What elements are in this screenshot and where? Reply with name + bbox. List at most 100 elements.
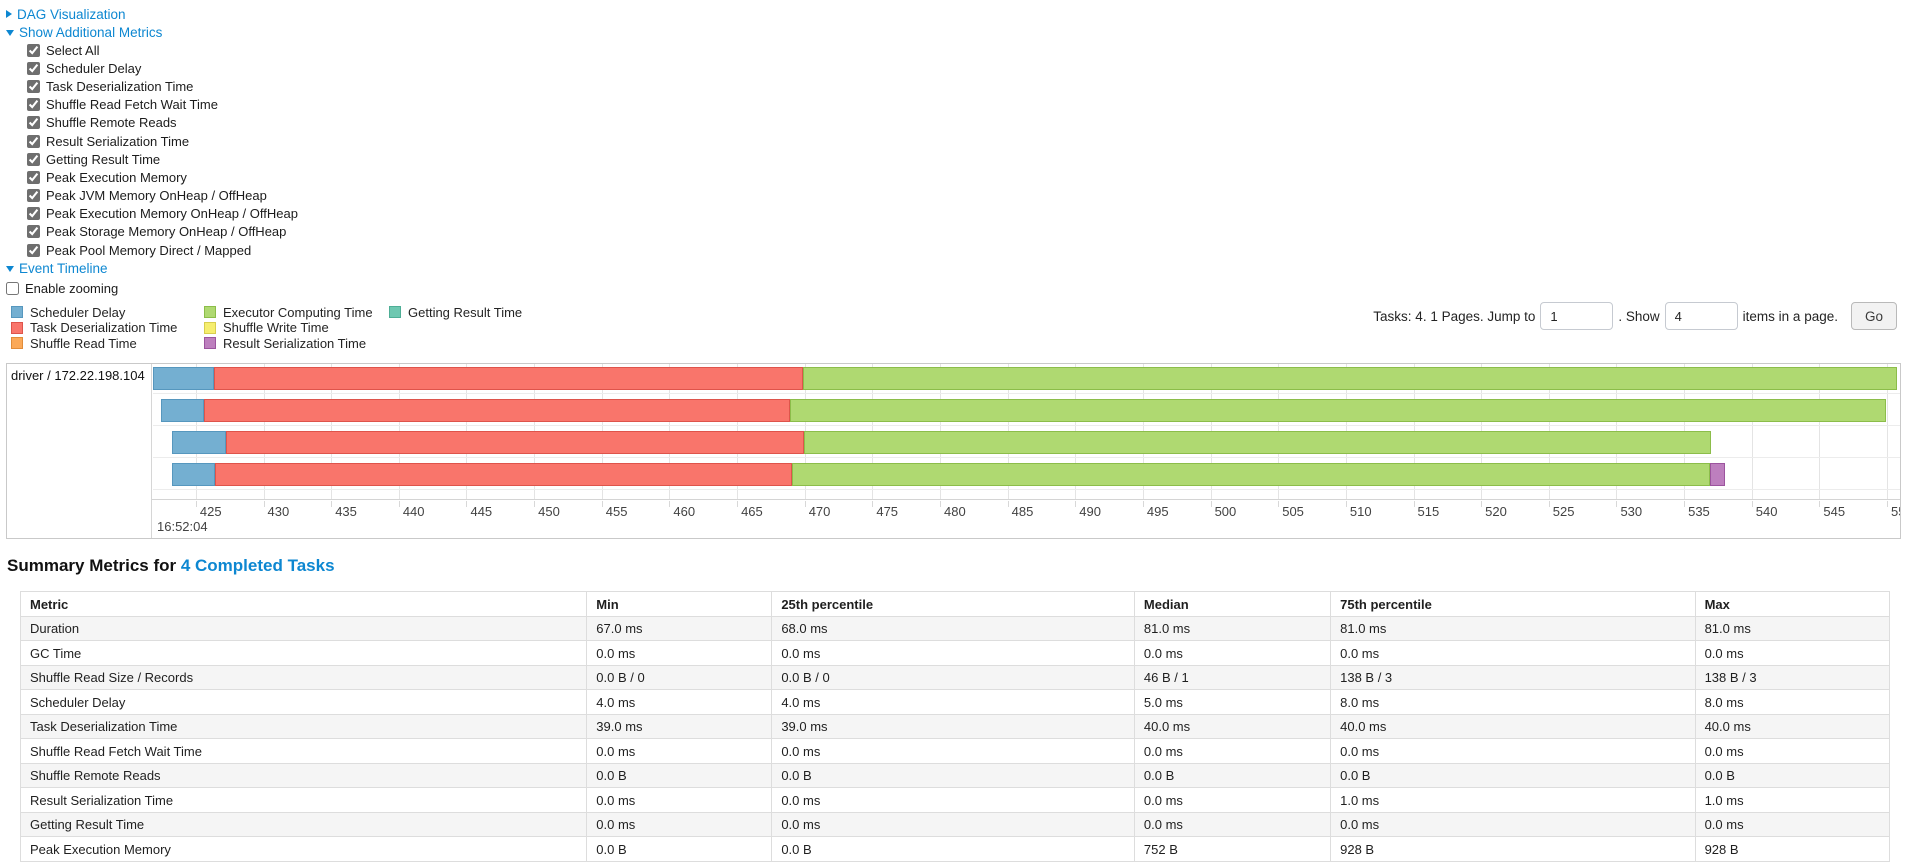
- metric-name-cell: Duration: [19, 615, 588, 642]
- metric-checkbox[interactable]: [27, 225, 40, 239]
- metric-value-cell: 8.0 ms: [1694, 689, 1891, 715]
- metric-checkbox-row[interactable]: Getting Result Time: [27, 150, 1901, 168]
- enable-zooming-checkbox[interactable]: [6, 281, 19, 295]
- task-bar-segment-executor_computing[interactable]: [803, 367, 1898, 391]
- task-bar-segment-scheduler_delay[interactable]: [172, 431, 226, 455]
- section-toggle-metrics[interactable]: Show Additional Metrics: [6, 23, 1901, 41]
- metric-checkbox-row[interactable]: Peak JVM Memory OnHeap / OffHeap: [27, 187, 1901, 205]
- timeline-tick: [331, 501, 333, 508]
- section-toggle-dag[interactable]: DAG Visualization: [6, 5, 1901, 23]
- metric-checkbox-label: Select All: [46, 42, 100, 58]
- legend-swatch-shuffle_write: [204, 321, 216, 334]
- task-bar-segment-executor_computing[interactable]: [791, 463, 1710, 487]
- section-toggle-event-timeline[interactable]: Event Timeline: [6, 259, 1901, 277]
- timeline-tick: [1819, 501, 1821, 508]
- metric-checkbox[interactable]: [27, 170, 40, 184]
- metric-checkbox-row[interactable]: Scheduler Delay: [27, 59, 1901, 77]
- metric-value-cell: 928 B: [1694, 836, 1891, 862]
- timeline-tick: [1007, 501, 1009, 508]
- task-bar-segment-executor_computing[interactable]: [790, 399, 1886, 423]
- go-button[interactable]: Go: [1850, 302, 1897, 331]
- metric-checkbox[interactable]: [27, 189, 40, 203]
- metric-checkbox-row[interactable]: Shuffle Read Fetch Wait Time: [27, 96, 1901, 114]
- metric-value-cell: 40.0 ms: [1694, 713, 1891, 740]
- metric-checkbox-label: Peak Storage Memory OnHeap / OffHeap: [46, 224, 287, 240]
- metric-value-cell: 81.0 ms: [1330, 615, 1696, 642]
- metric-checkbox[interactable]: [27, 152, 40, 166]
- metric-checkbox-row[interactable]: Peak Storage Memory OnHeap / OffHeap: [27, 223, 1901, 241]
- metric-checkbox-row[interactable]: Task Deserialization Time: [27, 77, 1901, 95]
- metric-checkbox-row[interactable]: Peak Execution Memory OnHeap / OffHeap: [27, 205, 1901, 223]
- legend-label: Executor Computing Time: [223, 304, 373, 320]
- timeline-tick: [1142, 501, 1144, 508]
- timeline-tick: [534, 501, 536, 508]
- timeline-tick-label: 470: [808, 504, 831, 520]
- event-timeline-link[interactable]: Event Timeline: [19, 260, 108, 276]
- task-bar-segment-result_serialization[interactable]: [1709, 463, 1725, 487]
- timeline-plot-area: [153, 364, 1900, 501]
- metric-value-cell: 0.0 B: [586, 836, 773, 862]
- items-per-page-input[interactable]: [1664, 302, 1738, 331]
- task-bar-segment-task_deserialization[interactable]: [225, 431, 805, 455]
- task-bar-segment-task_deserialization[interactable]: [203, 399, 791, 423]
- metric-value-cell: 0.0 ms: [586, 811, 773, 838]
- table-row: Shuffle Remote Reads 0.0 B 0.0 B 0.0 B 0.0 B…: [19, 762, 1891, 789]
- column-header: Min: [586, 591, 773, 617]
- metric-checkbox[interactable]: [27, 79, 40, 93]
- task-bar-segment-executor_computing[interactable]: [804, 431, 1712, 455]
- metric-checkbox-row[interactable]: Shuffle Remote Reads: [27, 114, 1901, 132]
- metric-value-cell: 4.0 ms: [586, 689, 773, 715]
- metric-checkbox[interactable]: [27, 207, 40, 221]
- column-header: Max: [1694, 591, 1891, 617]
- metric-checkbox[interactable]: [27, 134, 40, 148]
- table-row: Scheduler Delay 4.0 ms 4.0 ms 5.0 ms 8.0 ms 8…: [19, 689, 1891, 715]
- metric-value-cell: 0.0 ms: [1133, 738, 1332, 764]
- legend-swatch-getting_result: [389, 306, 401, 318]
- task-bar-segment-scheduler_delay[interactable]: [153, 367, 214, 391]
- enable-zooming-control[interactable]: Enable zooming: [6, 279, 1901, 297]
- dag-visualization-link[interactable]: DAG Visualization: [17, 6, 126, 22]
- metric-checkbox-label: Peak Pool Memory Direct / Mapped: [46, 242, 252, 258]
- timeline-tick: [1075, 501, 1077, 508]
- metric-checkbox-row[interactable]: Peak Execution Memory: [27, 168, 1901, 186]
- table-row: Duration 67.0 ms 68.0 ms 81.0 ms 81.0 ms 81.0…: [19, 615, 1891, 642]
- metric-value-cell: 81.0 ms: [1133, 615, 1332, 642]
- task-bar-segment-scheduler_delay[interactable]: [161, 399, 204, 423]
- metric-value-cell: 1.0 ms: [1694, 787, 1891, 813]
- timeline-tick: [737, 501, 739, 508]
- task-bar-segment-task_deserialization[interactable]: [214, 463, 792, 487]
- legend-item: Scheduler Delay: [11, 304, 204, 320]
- metric-checkbox[interactable]: [27, 116, 40, 130]
- completed-tasks-link[interactable]: 4 Completed Tasks: [180, 556, 335, 576]
- metric-value-cell: 0.0 ms: [1330, 811, 1696, 838]
- metric-checkbox-label: Shuffle Read Fetch Wait Time: [46, 97, 218, 113]
- timeline-tick: [804, 501, 806, 508]
- pagination-tasks-text: Tasks: 4. 1 Pages. Jump to: [1373, 308, 1536, 324]
- show-additional-metrics-link[interactable]: Show Additional Metrics: [19, 24, 163, 40]
- timeline-tick-label: 435: [335, 504, 357, 520]
- metric-value-cell: 0.0 ms: [1133, 811, 1332, 838]
- timeline-tick: [1413, 501, 1415, 508]
- legend-item: Result Serialization Time: [204, 335, 389, 351]
- timeline-tick-label: 440: [402, 504, 425, 520]
- task-bar-segment-scheduler_delay[interactable]: [172, 463, 215, 487]
- jump-to-page-input[interactable]: [1540, 302, 1614, 331]
- metric-checkbox[interactable]: [27, 61, 40, 75]
- metric-checkbox-row[interactable]: Select All: [27, 41, 1901, 59]
- timeline-tick: [1887, 501, 1889, 508]
- legend-column: Scheduler Delay Task Deserialization Time…: [11, 304, 204, 351]
- timeline-row-separator: [153, 425, 1900, 427]
- metric-checkbox-row[interactable]: Result Serialization Time: [27, 132, 1901, 150]
- metric-checkbox[interactable]: [27, 43, 40, 57]
- metric-checkbox[interactable]: [27, 98, 40, 112]
- legend-item: Shuffle Read Time: [11, 335, 204, 351]
- timeline-tick-label: 525: [1552, 504, 1575, 520]
- metric-checkbox-row[interactable]: Peak Pool Memory Direct / Mapped: [27, 241, 1901, 259]
- metric-value-cell: 46 B / 1: [1133, 664, 1332, 691]
- task-bar-segment-task_deserialization[interactable]: [213, 367, 804, 391]
- metric-checkbox[interactable]: [27, 243, 40, 257]
- metric-checkbox-label: Result Serialization Time: [46, 133, 190, 149]
- metric-checkbox-label: Scheduler Delay: [46, 60, 142, 76]
- metric-name-cell: Peak Execution Memory: [19, 836, 588, 862]
- metric-name-cell: Result Serialization Time: [19, 787, 588, 813]
